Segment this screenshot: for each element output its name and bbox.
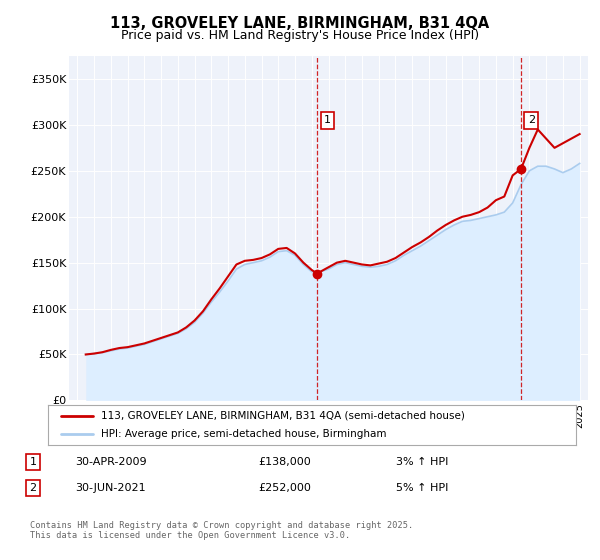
Text: £138,000: £138,000 [258,457,311,467]
Text: 2: 2 [29,483,37,493]
Text: 3% ↑ HPI: 3% ↑ HPI [396,457,448,467]
Text: 113, GROVELEY LANE, BIRMINGHAM, B31 4QA (semi-detached house): 113, GROVELEY LANE, BIRMINGHAM, B31 4QA … [101,411,464,421]
Text: 5% ↑ HPI: 5% ↑ HPI [396,483,448,493]
Text: 30-APR-2009: 30-APR-2009 [75,457,146,467]
Text: 30-JUN-2021: 30-JUN-2021 [75,483,146,493]
Text: £252,000: £252,000 [258,483,311,493]
Text: 113, GROVELEY LANE, BIRMINGHAM, B31 4QA: 113, GROVELEY LANE, BIRMINGHAM, B31 4QA [110,16,490,31]
Text: 1: 1 [29,457,37,467]
Text: Contains HM Land Registry data © Crown copyright and database right 2025.
This d: Contains HM Land Registry data © Crown c… [30,521,413,540]
Text: 1: 1 [324,115,331,125]
Text: HPI: Average price, semi-detached house, Birmingham: HPI: Average price, semi-detached house,… [101,430,386,439]
Text: 2: 2 [528,115,535,125]
Text: Price paid vs. HM Land Registry's House Price Index (HPI): Price paid vs. HM Land Registry's House … [121,29,479,42]
